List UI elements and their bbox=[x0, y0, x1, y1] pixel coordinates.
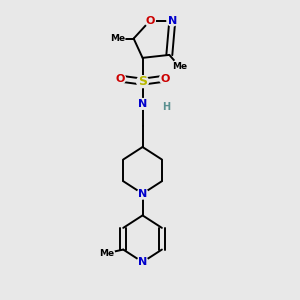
Text: N: N bbox=[138, 189, 147, 199]
Circle shape bbox=[145, 15, 155, 26]
Circle shape bbox=[100, 246, 114, 261]
Text: Me: Me bbox=[110, 34, 125, 43]
Text: S: S bbox=[138, 75, 147, 88]
Text: O: O bbox=[160, 74, 170, 84]
Circle shape bbox=[167, 15, 178, 26]
Circle shape bbox=[172, 59, 187, 74]
Text: O: O bbox=[116, 74, 125, 84]
Text: N: N bbox=[138, 257, 147, 267]
Circle shape bbox=[160, 73, 170, 84]
Text: Me: Me bbox=[172, 62, 187, 71]
Circle shape bbox=[137, 257, 148, 267]
Circle shape bbox=[115, 73, 126, 84]
Circle shape bbox=[136, 76, 148, 88]
Circle shape bbox=[137, 99, 148, 109]
Text: N: N bbox=[138, 99, 147, 109]
Text: Me: Me bbox=[99, 249, 115, 258]
Text: H: H bbox=[162, 102, 170, 112]
Circle shape bbox=[137, 188, 148, 199]
Circle shape bbox=[110, 31, 125, 46]
Text: O: O bbox=[145, 16, 155, 26]
Text: N: N bbox=[168, 16, 177, 26]
